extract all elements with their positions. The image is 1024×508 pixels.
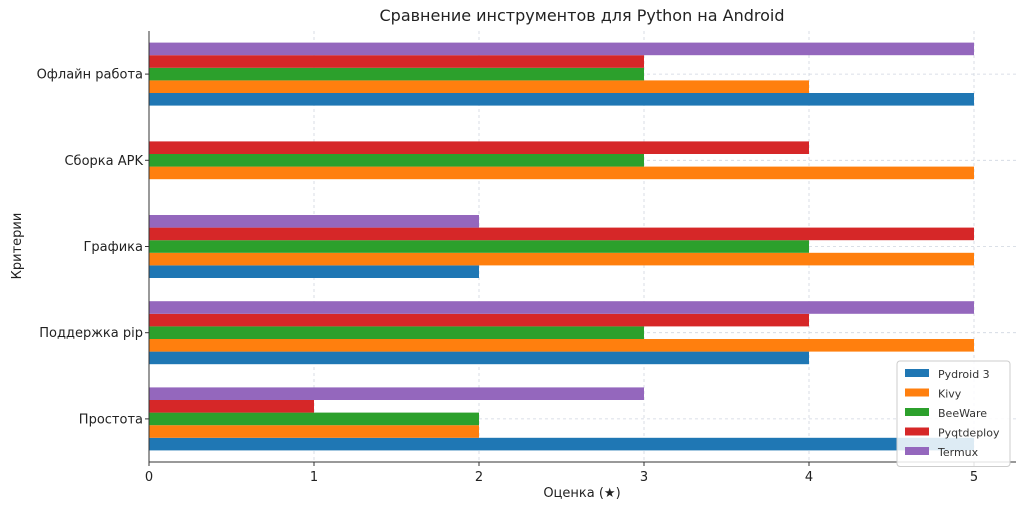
bar [149, 240, 809, 253]
legend-box [896, 360, 1011, 467]
x-tick-label: 1 [310, 470, 318, 485]
bar [149, 301, 974, 314]
bar [149, 252, 974, 266]
bar [149, 42, 974, 56]
bar [149, 400, 314, 413]
bar [149, 93, 974, 106]
bar [149, 215, 479, 228]
bar [149, 55, 644, 68]
legend-swatch [905, 369, 929, 377]
bar [149, 326, 644, 339]
x-axis-label: Оценка (★) [543, 486, 620, 501]
bar [149, 80, 809, 93]
bars [149, 42, 974, 451]
bar [149, 351, 809, 365]
x-ticks: 0 1 2 3 4 5 [145, 462, 978, 485]
bar [149, 387, 644, 400]
legend-label: Pyqtdeploy [938, 427, 1000, 440]
y-tick-label: Поддержка pip [39, 326, 143, 341]
y-tick-label: Офлайн работа [37, 68, 143, 83]
x-tick-label: 2 [475, 470, 483, 485]
x-tick-label: 4 [805, 470, 813, 485]
bar [149, 412, 479, 426]
bar [149, 265, 479, 278]
legend-swatch [905, 427, 929, 436]
y-tick-label: Сборка APK [64, 154, 143, 169]
chart-title: Сравнение инструментов для Python на And… [379, 6, 784, 25]
bar [149, 166, 974, 180]
legend-swatch [905, 447, 929, 455]
bar [149, 339, 974, 352]
bar [149, 154, 644, 167]
bar [149, 227, 974, 241]
bar [149, 425, 479, 438]
legend-label: BeeWare [938, 407, 987, 420]
bar [149, 313, 809, 327]
x-tick-label: 0 [145, 470, 153, 485]
x-tick-label: 3 [640, 470, 648, 485]
legend-label: Termux [937, 446, 979, 459]
legend-label: Kivy [938, 388, 962, 401]
y-tick-label: Простота [79, 412, 143, 427]
y-tick-label: Графика [83, 240, 143, 255]
bar [149, 437, 974, 451]
y-ticks: Простота Поддержка pip Графика Сборка APK Оф… [37, 68, 149, 427]
bar [149, 67, 644, 81]
legend-label: Pydroid 3 [938, 368, 990, 381]
y-axis-label: Критерии [10, 213, 25, 280]
legend: Pydroid 3 Kivy BeeWare Pyqtdeploy Termux [896, 360, 1011, 467]
legend-swatch [905, 408, 929, 416]
bar [149, 141, 809, 154]
x-tick-label: 5 [970, 470, 978, 485]
legend-swatch [905, 388, 929, 397]
